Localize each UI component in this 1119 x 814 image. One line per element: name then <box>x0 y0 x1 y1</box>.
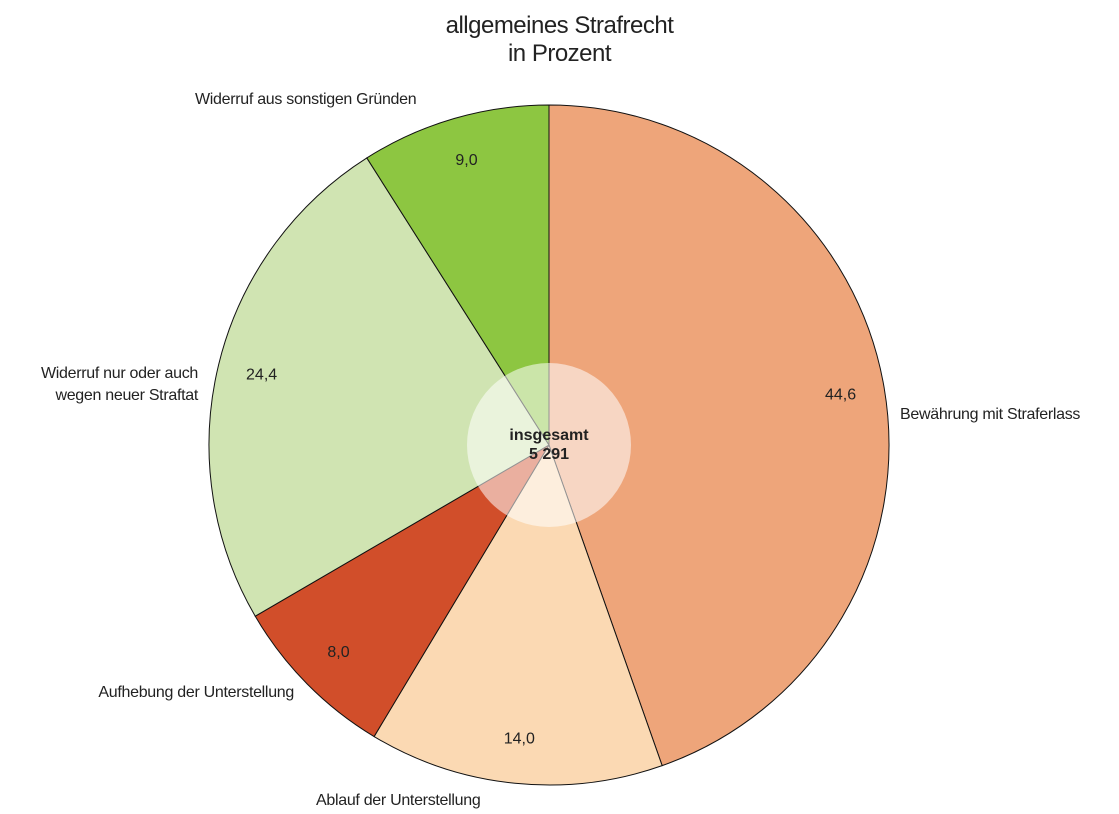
center-label: insgesamt <box>509 427 589 444</box>
pie-slice <box>254 444 550 738</box>
center-circle <box>467 363 631 527</box>
category-label: Ablauf der Unterstellung <box>316 792 481 809</box>
value-label: 24,4 <box>246 366 277 383</box>
chart-subtitle: in Prozent <box>507 40 612 67</box>
value-label: 14,0 <box>504 731 535 748</box>
category-label: Bewährung mit Straferlass <box>900 406 1081 423</box>
pie-slice <box>366 104 550 447</box>
category-label: Aufhebung der Unterstellung <box>98 684 294 701</box>
chart-title: allgemeines Strafrecht <box>445 12 674 39</box>
value-label: 8,0 <box>327 644 349 661</box>
category-label: Widerruf nur oder auch wegen neuer Straf… <box>40 365 198 404</box>
value-label: 44,6 <box>825 386 856 403</box>
pie-slice <box>208 157 550 617</box>
center-value: 5 291 <box>529 446 569 463</box>
category-label: Widerruf aus sonstigen Gründen <box>195 91 417 108</box>
pie-slice <box>373 443 663 786</box>
pie-slice <box>548 104 890 767</box>
value-label: 9,0 <box>455 152 477 169</box>
